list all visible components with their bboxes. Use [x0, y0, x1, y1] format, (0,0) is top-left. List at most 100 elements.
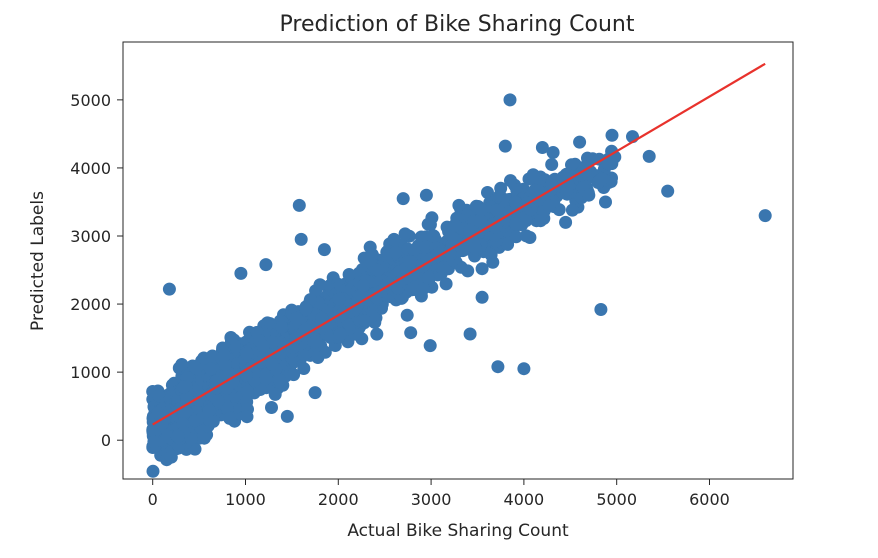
data-point: [594, 303, 608, 316]
data-point: [661, 184, 675, 198]
y-tick-label: 2000: [70, 295, 111, 314]
data-point: [333, 327, 347, 341]
data-point: [371, 263, 385, 277]
data-point: [230, 340, 244, 354]
data-point: [542, 199, 556, 213]
data-point: [491, 360, 505, 374]
y-tick-label: 4000: [70, 159, 111, 178]
data-point: [448, 218, 462, 232]
data-point: [447, 232, 461, 246]
x-axis: 0 1000 2000 3000 4000 5000 6000: [148, 479, 730, 509]
data-point: [595, 172, 609, 186]
data-point: [403, 255, 417, 269]
data-point: [475, 203, 488, 217]
data-point: [180, 391, 194, 405]
data-point: [265, 357, 279, 371]
data-point: [365, 248, 379, 262]
data-point: [223, 411, 237, 425]
x-tick-label: 0: [148, 490, 158, 509]
data-point: [559, 215, 573, 229]
data-point: [419, 188, 433, 202]
data-point: [605, 128, 619, 142]
x-tick-label: 3000: [411, 490, 452, 509]
data-point: [309, 335, 322, 349]
data-point: [273, 373, 287, 387]
data-point: [175, 358, 189, 371]
data-point: [299, 302, 313, 316]
data-point: [503, 93, 517, 107]
data-point: [463, 327, 477, 341]
y-axis-label: Predicted Labels: [28, 191, 48, 331]
data-point: [509, 230, 523, 244]
data-point: [519, 229, 533, 243]
y-axis: 0 1000 2000 3000 4000 5000: [70, 91, 123, 450]
data-point: [431, 247, 445, 261]
data-point: [146, 464, 160, 478]
data-point: [509, 217, 523, 231]
data-point: [475, 290, 489, 304]
data-point: [599, 195, 612, 209]
data-point: [297, 362, 311, 375]
y-tick-label: 5000: [70, 91, 111, 110]
data-point: [473, 214, 487, 227]
y-tick-label: 0: [101, 431, 111, 450]
data-point: [356, 279, 370, 292]
data-point: [217, 349, 231, 363]
data-point: [423, 339, 437, 353]
data-point: [423, 218, 437, 232]
data-point: [407, 243, 421, 257]
fit-line: [152, 62, 766, 426]
x-tick-label: 5000: [596, 490, 637, 509]
plot-area: [146, 62, 772, 478]
data-point: [147, 425, 161, 439]
data-point: [275, 320, 289, 334]
data-point: [387, 232, 401, 246]
x-tick-label: 4000: [504, 490, 545, 509]
data-point: [398, 227, 412, 241]
data-point: [162, 282, 176, 296]
data-point: [475, 262, 489, 276]
data-point: [504, 174, 517, 188]
data-point: [342, 268, 356, 281]
data-point: [294, 232, 308, 246]
data-point: [546, 146, 560, 159]
data-point: [419, 240, 433, 254]
data-point: [202, 404, 216, 418]
data-point: [265, 401, 278, 414]
data-point: [259, 258, 273, 272]
data-point: [164, 450, 178, 464]
data-point: [287, 368, 301, 382]
data-point: [259, 371, 273, 385]
data-point: [177, 380, 191, 394]
plot-frame: [122, 41, 794, 480]
data-point: [519, 214, 533, 228]
data-point: [349, 301, 363, 315]
data-point: [358, 314, 372, 328]
data-point: [268, 387, 282, 401]
data-point: [414, 230, 428, 244]
data-point: [171, 429, 185, 443]
x-tick-label: 2000: [318, 490, 359, 509]
y-tick-label: 3000: [70, 227, 111, 246]
data-point: [400, 308, 414, 322]
data-point: [416, 282, 430, 296]
data-point: [308, 386, 322, 400]
data-point: [573, 135, 587, 149]
data-point: [292, 198, 306, 212]
chart-title: Prediction of Bike Sharing Count: [280, 12, 635, 37]
data-point: [565, 203, 579, 217]
data-points: [146, 93, 772, 478]
data-point: [494, 181, 508, 195]
data-point: [498, 139, 512, 153]
data-point: [240, 385, 254, 399]
data-point: [526, 168, 540, 182]
data-point: [484, 248, 498, 262]
y-tick-label: 1000: [70, 363, 111, 382]
x-axis-label: Actual Bike Sharing Count: [347, 521, 569, 541]
data-point: [404, 326, 418, 340]
data-point: [452, 198, 466, 212]
data-point: [147, 435, 161, 449]
data-point: [234, 266, 248, 280]
data-point: [481, 186, 494, 199]
data-point: [439, 277, 453, 291]
